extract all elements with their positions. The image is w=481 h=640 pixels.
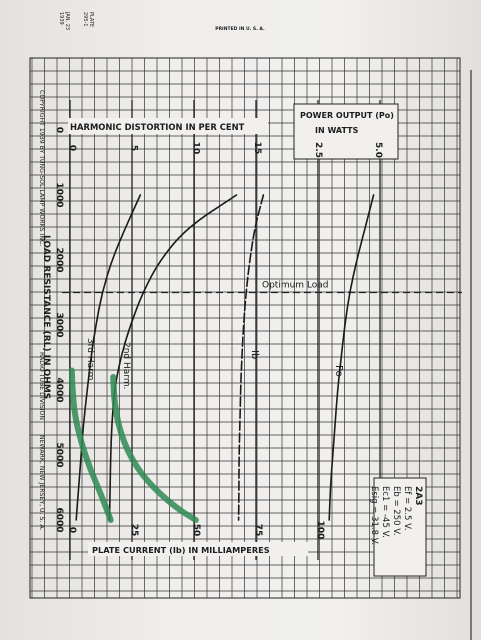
power-tick-label: 2.5	[313, 142, 323, 158]
power-tick-label: 5.0	[373, 142, 383, 158]
grid	[30, 57, 460, 598]
series-2nd-harm	[108, 194, 238, 521]
power-title-box	[293, 103, 399, 160]
load-tick-label: 2000	[54, 247, 64, 272]
location-text: NEWARK, NEW JERSEY, U. S. A.	[38, 435, 45, 530]
distortion-tick-label: 5	[129, 145, 139, 151]
current-tick-label: 0	[67, 527, 77, 533]
curve-labels: 2nd Harm. 3rd Harm. Ib Po	[85, 338, 344, 389]
power-axis-title-1: POWER OUTPUT (Po)	[300, 111, 394, 120]
load-tick-label: 5000	[54, 442, 64, 467]
curve-label-ib: Ib	[249, 350, 260, 359]
optimum-load-label: Optimum Load	[262, 281, 329, 291]
curves: Optimum Load	[62, 194, 462, 523]
series-2nd-harm-marker	[110, 374, 199, 523]
current-title-bg	[88, 542, 308, 556]
distortion-tick-label: 15	[252, 142, 262, 155]
curve-label-2nd-harm: 2nd Harm.	[121, 342, 131, 389]
condition-line: Ef = 2.5 V.	[402, 486, 412, 531]
printed-in-usa: PRINTED IN U. S. A.	[215, 26, 265, 32]
load-axis-title: LOAD RESISTANCE (RL) IN OHMS	[41, 235, 51, 399]
series-3rd-harm-marker	[68, 367, 114, 523]
plate-date: JAN. 231939	[58, 11, 70, 30]
condition-line: Esig = 31.8 V.	[369, 486, 379, 545]
current-tick-label: 100	[315, 521, 325, 540]
power-axis-title-2: IN WATTS	[315, 126, 359, 135]
tube-type: 2A3	[413, 486, 423, 506]
current-axis-title: PLATE CURRENT (Ib) IN MILLIAMPERES	[92, 545, 270, 555]
distortion-tick-label: 10	[190, 142, 200, 155]
curve-label-po: Po	[333, 365, 344, 377]
condition-line: Eb = 250 V.	[391, 486, 401, 536]
plate-number: PLATE295-1	[82, 12, 94, 27]
condition-line: Ec1 = -45 V.	[380, 486, 390, 538]
series-ib	[237, 194, 265, 521]
current-tick-label: 50	[191, 524, 201, 537]
load-tick-label: 0	[54, 127, 64, 133]
distortion-tick-label: 0	[67, 145, 77, 151]
curve-label-3rd-harm: 3rd Harm.	[85, 338, 95, 383]
current-tick-label: 25	[129, 524, 139, 537]
distortion-axis-title: HARMONIC DISTORTION IN PER CENT	[70, 122, 245, 132]
outer-frame	[29, 57, 461, 599]
division-text: RADIO TUBE DIVISION	[38, 352, 45, 420]
load-tick-label: 1000	[54, 182, 64, 207]
conditions-box	[373, 477, 427, 577]
current-tick-label: 75	[253, 524, 263, 537]
distortion-title-bg	[68, 118, 268, 134]
load-tick-label: 6000	[54, 507, 64, 532]
load-tick-label: 4000	[54, 377, 64, 402]
load-tick-label: 3000	[54, 312, 64, 337]
copyright-text: COPYRIGHT 1939 BY TUNG-SOL LAMP WORKS IN…	[38, 90, 45, 246]
series-po	[328, 194, 375, 521]
